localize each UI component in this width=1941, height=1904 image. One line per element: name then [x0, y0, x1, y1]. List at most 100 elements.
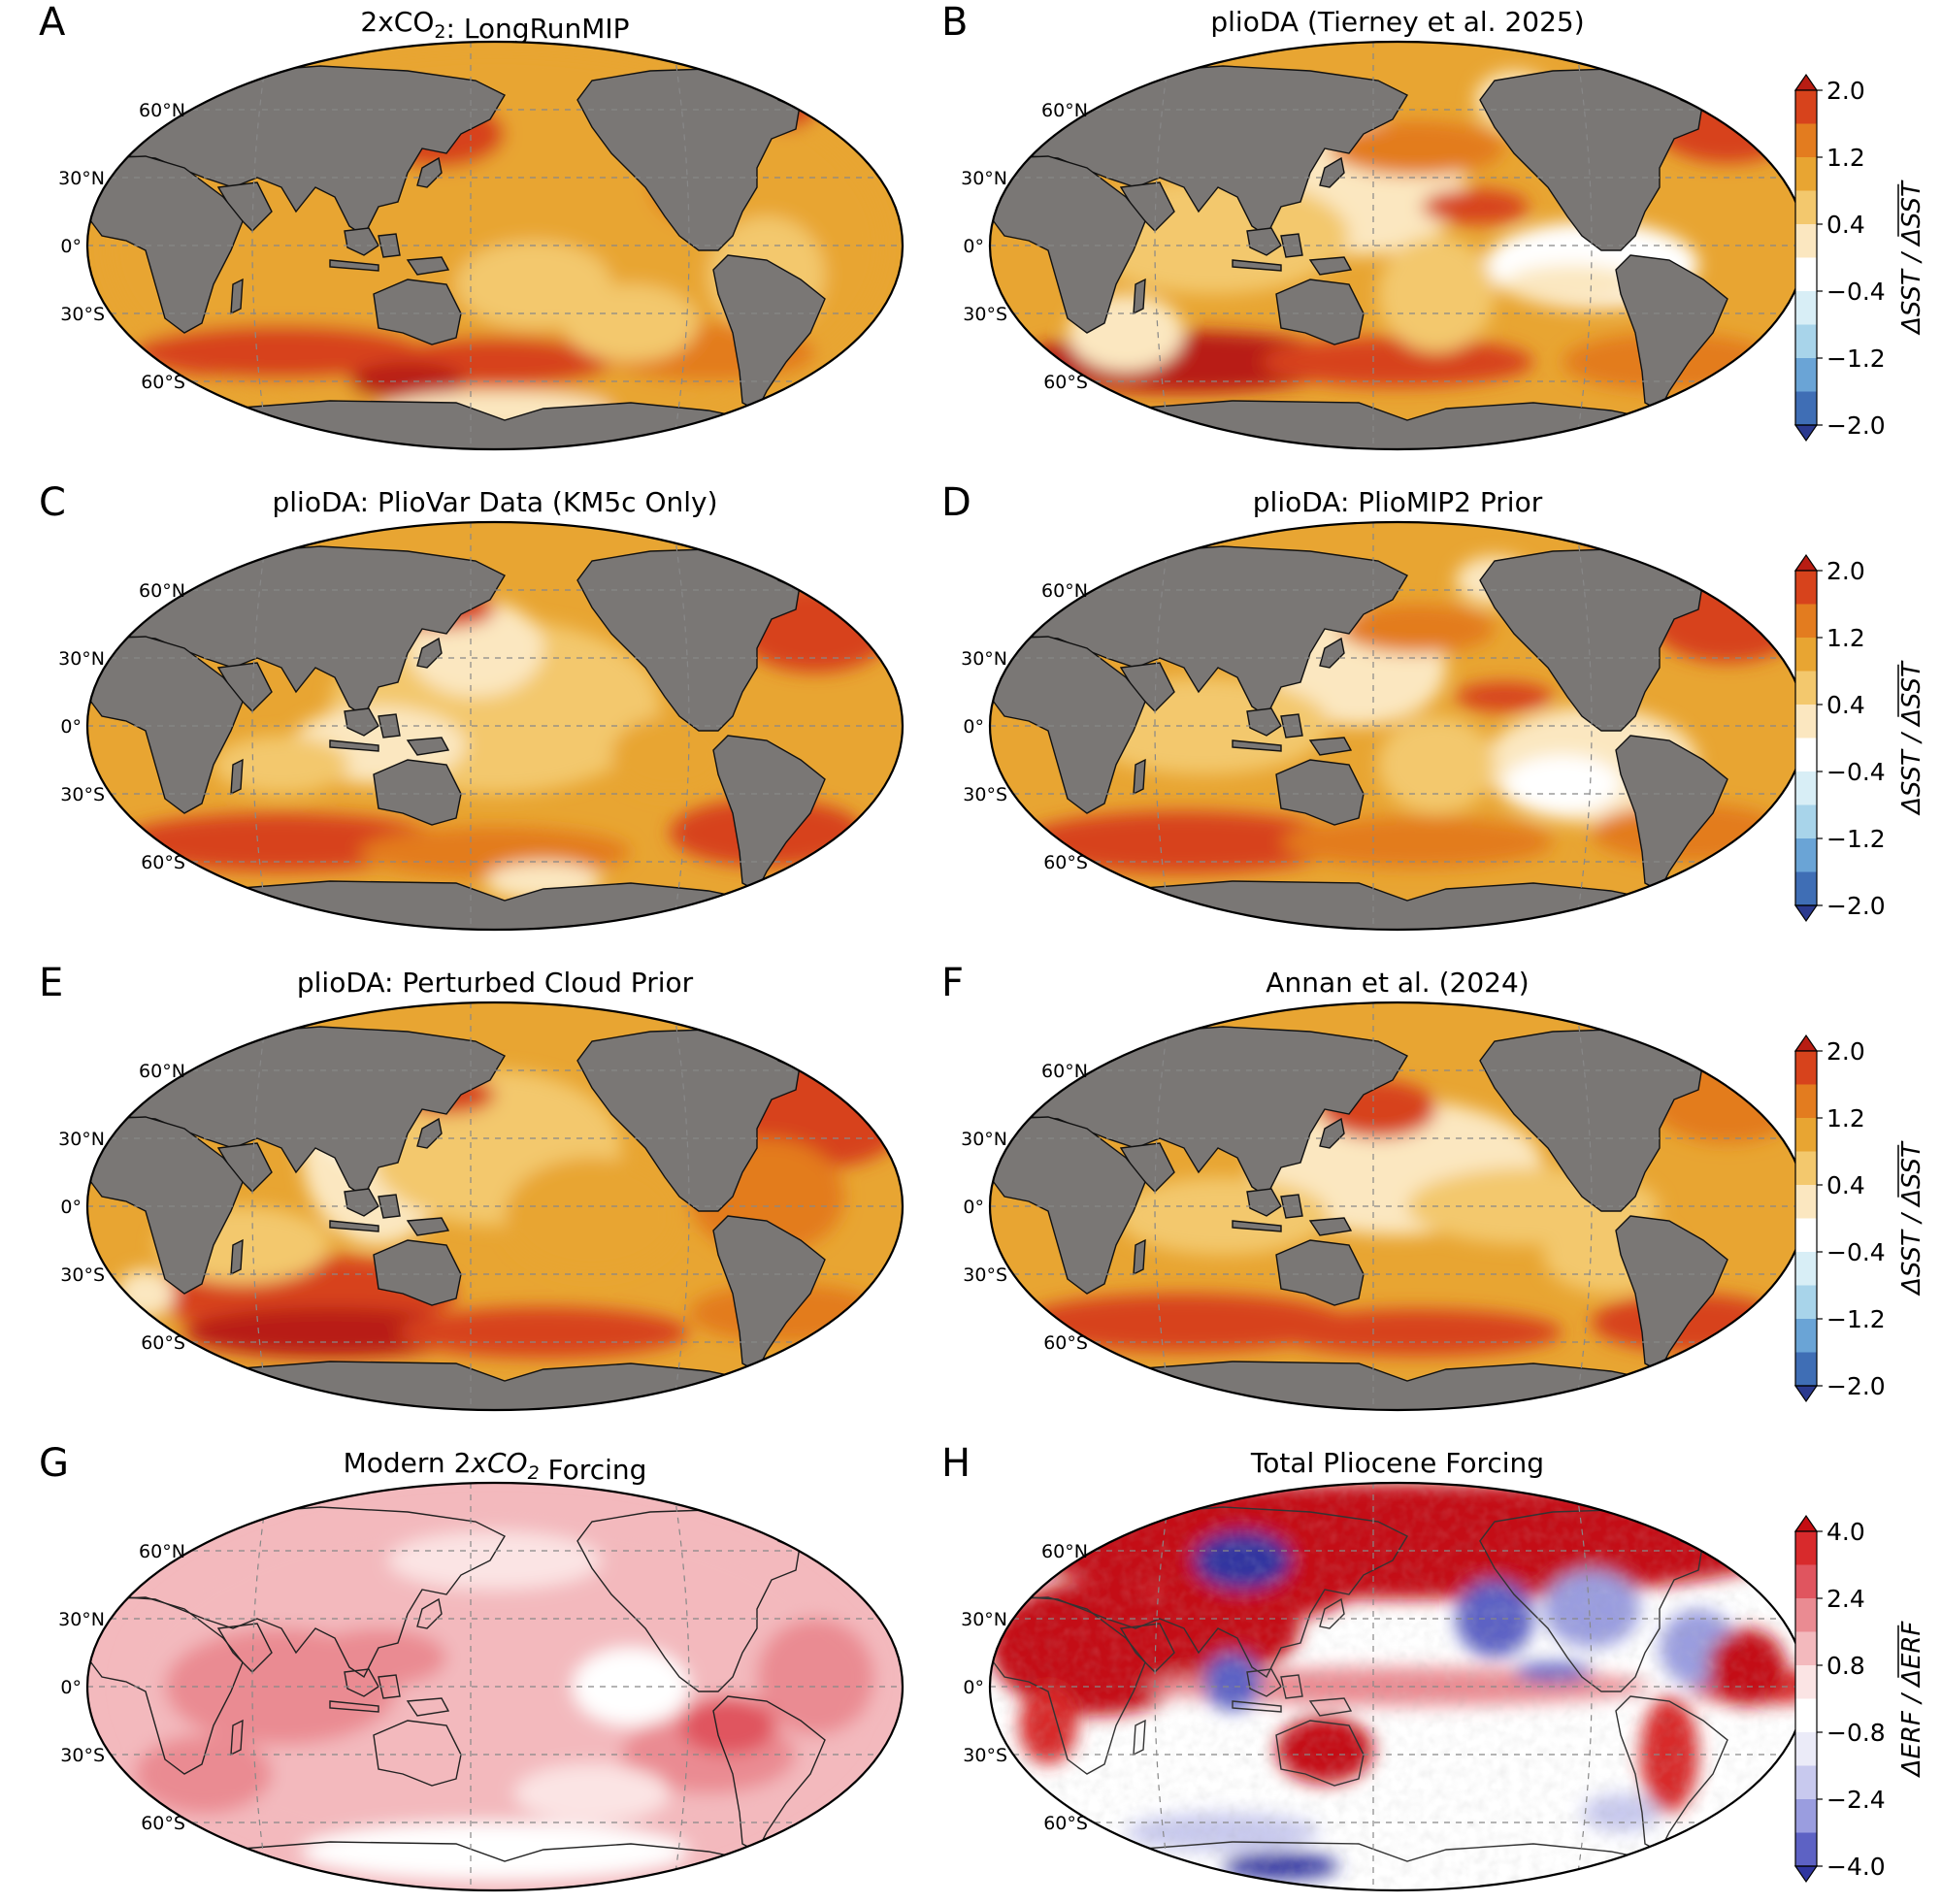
colorbar-segment — [1795, 1698, 1817, 1733]
lat-label: 0° — [60, 236, 82, 257]
colorbar-segment — [1795, 224, 1817, 258]
panel-title: plioDA (Tierney et al. 2025) — [1210, 6, 1584, 38]
panel-a: A 2xCO2: LongRunMIP 60°N 30°N 0° 30°S 60°S — [39, 0, 905, 451]
map-outline — [85, 520, 905, 932]
colorbar-tick-label: 0.4 — [1826, 211, 1865, 239]
lat-label: 30°N — [961, 1609, 1007, 1630]
panel-letter: G — [39, 1441, 69, 1486]
colorbar-extend-top — [1793, 73, 1819, 91]
field-contour — [1019, 811, 1349, 873]
colorbar-segment — [1795, 1285, 1817, 1320]
lat-label: 30°N — [961, 1129, 1007, 1150]
colorbar-tick-label: −1.2 — [1826, 345, 1886, 373]
lat-label: 30°N — [58, 1609, 105, 1630]
colorbar-segment — [1795, 871, 1817, 906]
panel-letter: D — [941, 480, 971, 525]
lat-label: 60°S — [1043, 852, 1088, 873]
colorbar-segment — [1795, 1732, 1817, 1766]
map-outline — [85, 1481, 905, 1892]
gridlines — [87, 1002, 903, 1410]
lat-label: 30°N — [58, 648, 105, 670]
colorbar-segment — [1795, 1352, 1817, 1387]
colorbar-extend-top — [1793, 1514, 1819, 1532]
colorbar-tick-label: 2.0 — [1826, 557, 1865, 585]
colorbar-tick-label: 1.2 — [1826, 624, 1865, 652]
colorbar: 2.0 1.2 0.4 −0.4 −1.2 −2.0 ΔSST / ΔSST — [1793, 73, 1926, 443]
map-field — [87, 522, 903, 930]
map-field — [990, 1002, 1805, 1410]
field-contour — [1504, 265, 1640, 304]
colorbar-extend-bottom — [1793, 1865, 1819, 1884]
colorbar-segment — [1795, 671, 1817, 706]
colorbar-segment — [1795, 257, 1817, 292]
colorbar-label: ΔSST / ΔSST — [1897, 180, 1926, 336]
gridlines — [990, 1483, 1805, 1890]
lat-label: 30°N — [58, 168, 105, 189]
colorbar-segment — [1795, 705, 1817, 739]
colorbar-segment — [1795, 1665, 1817, 1699]
lat-label: 30°S — [963, 784, 1007, 805]
colorbar-segment — [1795, 1319, 1817, 1353]
lat-label: 60°S — [141, 1332, 185, 1354]
lat-label: 30°S — [963, 304, 1007, 325]
colorbars-root: 2.0 1.2 0.4 −0.4 −1.2 −2.0 ΔSST / ΔSST 2.0 1.2 0.… — [1793, 73, 1926, 1884]
field-contour — [398, 1307, 689, 1358]
lat-label: 60°N — [1041, 1061, 1088, 1082]
panel-title: Annan et al. (2024) — [1266, 967, 1529, 999]
colorbar-label: ΔERF / ΔERF — [1897, 1621, 1926, 1779]
colorbar-segment — [1795, 1631, 1817, 1666]
panel-letter: E — [39, 961, 63, 1005]
colorbar-tick-label: −2.0 — [1826, 411, 1886, 440]
colorbar-segment — [1795, 838, 1817, 872]
lat-label: 60°N — [1041, 1541, 1088, 1562]
field-contour — [505, 1158, 679, 1274]
field-contour — [388, 1531, 602, 1590]
colorbar-segment — [1795, 1151, 1817, 1186]
field-contour — [563, 284, 699, 362]
gridlines — [87, 522, 903, 930]
field-contour — [1378, 236, 1495, 352]
colorbar-tick-label: 0.4 — [1826, 691, 1865, 719]
lat-label: 0° — [963, 236, 984, 257]
gridlines — [87, 42, 903, 449]
field-contour — [1339, 605, 1495, 653]
panel-letter: A — [39, 0, 66, 45]
colorbar-tick-label: −2.0 — [1826, 1372, 1886, 1400]
panel-title: Modern 2xCO2 Forcing — [344, 1447, 647, 1486]
colorbar-segment — [1795, 291, 1817, 325]
map-field — [990, 42, 1805, 449]
field-contour — [1456, 682, 1553, 711]
lat-label: 60°N — [139, 1061, 185, 1082]
gridlines — [990, 1002, 1805, 1410]
map-field — [87, 1002, 903, 1410]
panel-title: plioDA: PlioMIP2 Prior — [1253, 486, 1543, 518]
colorbar-segment — [1795, 638, 1817, 672]
colorbar: 2.0 1.2 0.4 −0.4 −1.2 −2.0 ΔSST / ΔSST — [1793, 1034, 1926, 1403]
colorbar-segment — [1795, 1051, 1817, 1085]
colorbar-segment — [1795, 157, 1817, 191]
lat-label: 60°N — [1041, 580, 1088, 602]
lat-label: 30°S — [60, 1745, 105, 1766]
colorbar-tick-label: 2.4 — [1826, 1585, 1865, 1613]
panel-title: Total Pliocene Forcing — [1250, 1447, 1544, 1479]
field-contour — [214, 736, 349, 794]
colorbar-tick-label: 2.0 — [1826, 77, 1865, 105]
colorbar-segment — [1795, 358, 1817, 392]
colorbar-tick-label: 2.0 — [1826, 1037, 1865, 1066]
lat-label: 60°N — [1041, 100, 1088, 121]
colorbar-segment — [1795, 190, 1817, 225]
panel-letter: C — [39, 480, 66, 525]
lat-label: 60°S — [141, 1813, 185, 1834]
lat-label: 30°S — [963, 1264, 1007, 1286]
colorbar-tick-label: −1.2 — [1826, 1305, 1886, 1333]
gridlines — [87, 1483, 903, 1890]
colorbar: 4.0 2.4 0.8 −0.8 −2.4 −4.0 ΔERF / ΔERF — [1793, 1514, 1926, 1884]
colorbar-segment — [1795, 1218, 1817, 1253]
colorbar-segment — [1795, 324, 1817, 359]
colorbar-label: ΔSST / ΔSST — [1897, 660, 1926, 816]
colorbar-tick-label: −0.8 — [1826, 1719, 1886, 1747]
